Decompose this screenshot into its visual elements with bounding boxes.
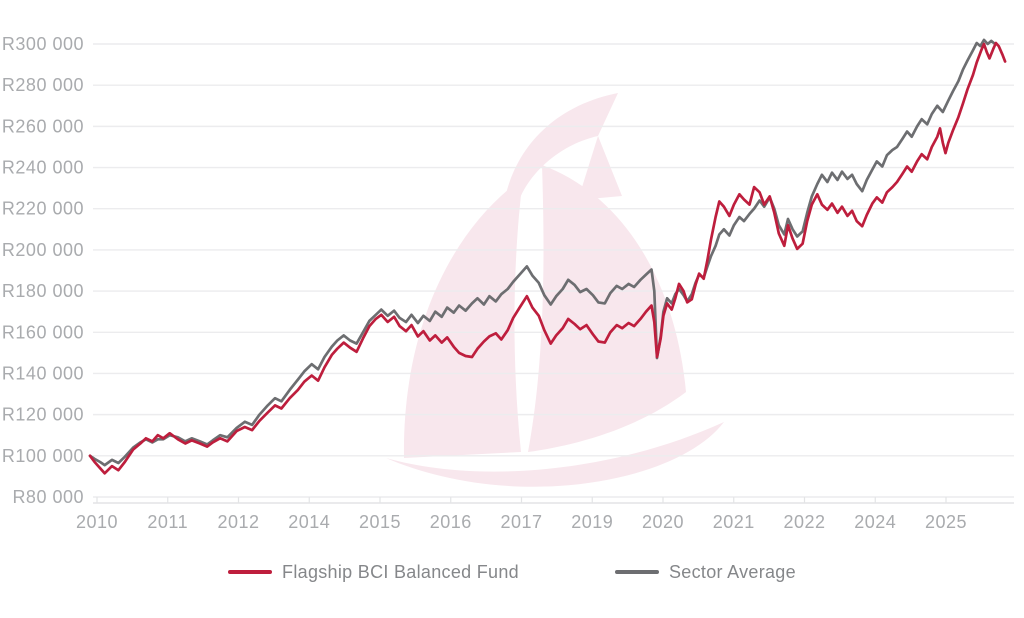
- y-axis-tick-label: R260 000: [2, 116, 84, 136]
- y-axis-tick-label: R240 000: [2, 158, 84, 178]
- legend-item-flagship-fund: Flagship BCI Balanced Fund: [228, 562, 519, 583]
- performance-line-chart: R300 000 R280 000 R260 000 R240 000 R220 000…: [2, 34, 1014, 532]
- x-axis-tick-label: 2014: [288, 512, 330, 532]
- chart-legend: Flagship BCI Balanced Fund Sector Averag…: [0, 552, 1024, 592]
- y-axis-tick-label: R200 000: [2, 240, 84, 260]
- y-axis-tick-label: R220 000: [2, 199, 84, 219]
- flagship-fund-line: [88, 41, 1007, 475]
- y-axis-tick-label: R140 000: [2, 363, 84, 383]
- y-axis-tick-label: R120 000: [2, 405, 84, 425]
- x-axis-tick-label: 2021: [713, 512, 755, 532]
- x-axis-tick-label: 2015: [359, 512, 401, 532]
- sector-average-line: [88, 38, 997, 467]
- y-axis-tick-label: R160 000: [2, 322, 84, 342]
- x-axis-tick-label: 2011: [147, 512, 188, 532]
- x-axis-tick-label: 2017: [500, 512, 542, 532]
- x-axis-tick-label: 2010: [76, 512, 118, 532]
- x-axis-tick-label: 2024: [854, 512, 896, 532]
- x-axis-tick-label: 2025: [925, 512, 967, 532]
- flagship-fund-legend-label: Flagship BCI Balanced Fund: [282, 561, 519, 582]
- flagship-fund-line-swatch: [228, 570, 273, 574]
- sector-average-line-swatch: [614, 570, 659, 574]
- y-axis-tick-label: R280 000: [2, 75, 84, 95]
- y-axis-tick-label: R80 000: [12, 487, 84, 507]
- y-axis-tick-label: R180 000: [2, 281, 84, 301]
- y-axis-tick-label: R300 000: [2, 34, 84, 54]
- legend-item-sector-average: Sector Average: [614, 561, 796, 583]
- x-axis-tick-label: 2016: [430, 512, 472, 532]
- sector-average-legend-label: Sector Average: [668, 561, 796, 582]
- flagship-sail-ship-logo-watermark-icon: [386, 93, 724, 487]
- x-axis-tick-label: 2020: [642, 512, 684, 532]
- x-axis-tick-label: 2012: [217, 512, 259, 532]
- x-axis-tick-label: 2019: [571, 512, 613, 532]
- x-axis-tick-label: 2022: [783, 512, 825, 532]
- y-axis-tick-label: R100 000: [2, 446, 84, 466]
- chart-plot-area: R300 000 R280 000 R260 000 R240 000 R220 000…: [2, 34, 1014, 532]
